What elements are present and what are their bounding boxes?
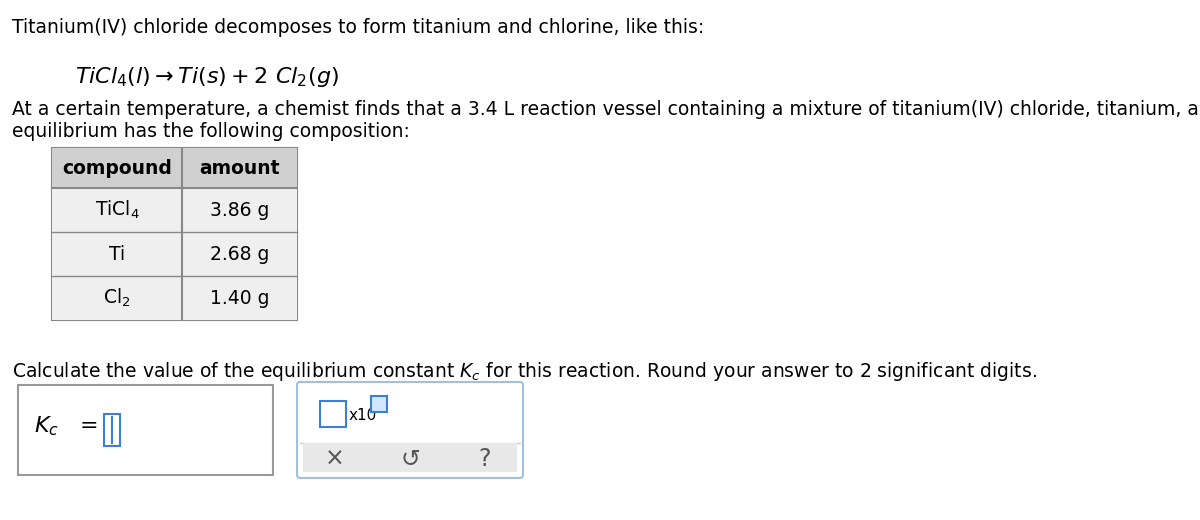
Text: equilibrium has the following composition:: equilibrium has the following compositio…: [12, 122, 410, 141]
Bar: [302, 443, 517, 472]
Text: Cl$_2$: Cl$_2$: [103, 287, 131, 309]
Text: At a certain temperature, a chemist finds that a 3.4 L reaction vessel containin: At a certain temperature, a chemist find…: [12, 100, 1200, 119]
Text: ×: ×: [325, 447, 344, 471]
Text: Calculate the value of the equilibrium constant $K_c$ for this reaction. Round y: Calculate the value of the equilibrium c…: [12, 360, 1037, 383]
Text: 2.68 g: 2.68 g: [210, 244, 269, 264]
Text: 1.40 g: 1.40 g: [210, 289, 269, 307]
Text: amount: amount: [199, 159, 280, 177]
Text: $\mathit{K}_c$: $\mathit{K}_c$: [34, 414, 59, 438]
Text: ?: ?: [479, 447, 491, 471]
Text: TiCl$_4$: TiCl$_4$: [95, 199, 139, 221]
Bar: [371, 396, 386, 412]
Bar: [18, 385, 274, 475]
Bar: [104, 414, 120, 446]
Bar: [52, 148, 298, 320]
Bar: [52, 232, 298, 276]
Text: $\mathit{TiCl_4(l)}$$\mathit{\rightarrow}$$\mathit{Ti(s)+2\ Cl_2(g)}$: $\mathit{TiCl_4(l)}$$\mathit{\rightarrow…: [74, 65, 340, 89]
Bar: [52, 148, 298, 188]
Bar: [52, 276, 298, 320]
Text: 3.86 g: 3.86 g: [210, 201, 269, 219]
Text: Titanium(IV) chloride decomposes to form titanium and chlorine, like this:: Titanium(IV) chloride decomposes to form…: [12, 18, 704, 37]
Bar: [320, 401, 346, 427]
FancyBboxPatch shape: [298, 382, 523, 478]
Text: x10: x10: [349, 409, 377, 423]
Bar: [52, 188, 298, 232]
Text: =: =: [80, 416, 98, 436]
Text: Ti: Ti: [109, 244, 125, 264]
Text: compound: compound: [62, 159, 172, 177]
Text: ↺: ↺: [400, 447, 420, 471]
